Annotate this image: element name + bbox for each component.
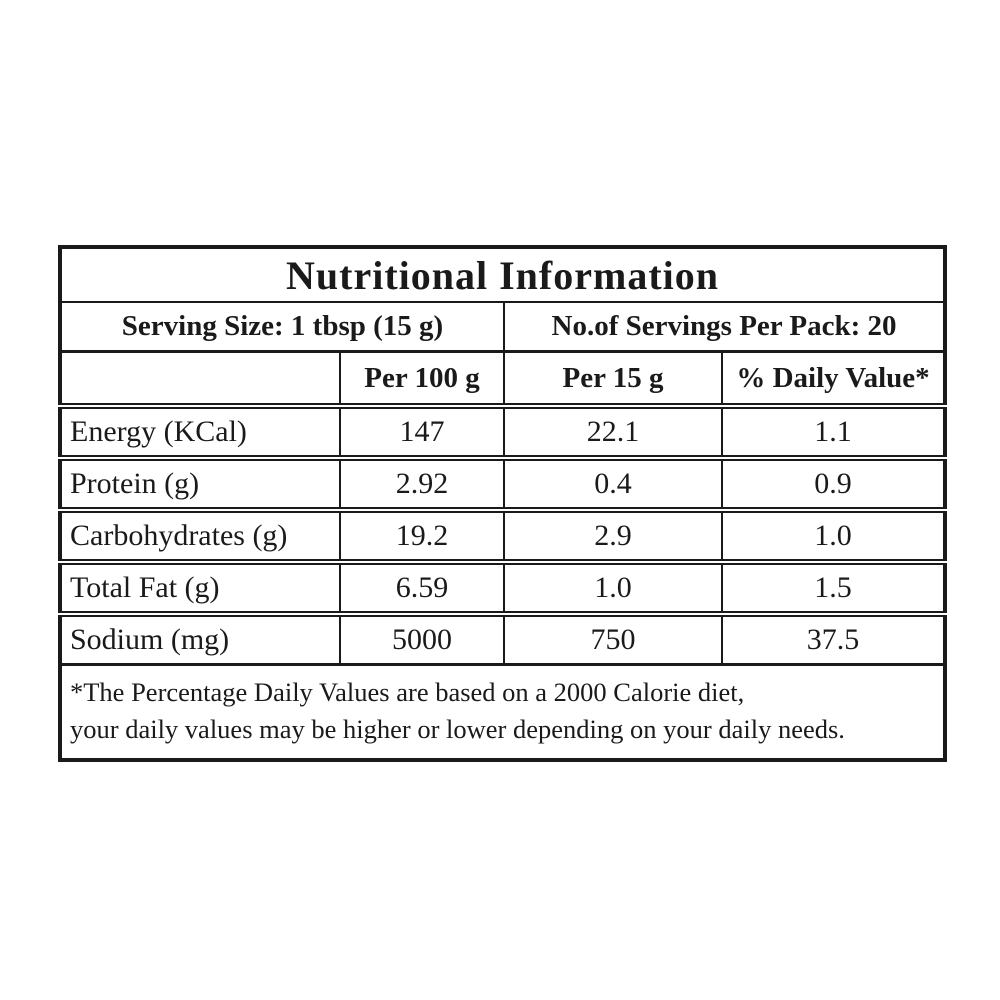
serving-size-label: Serving Size: 1 tbsp (15 g)	[60, 302, 504, 353]
column-header-row: Per 100 g Per 15 g % Daily Value*	[60, 351, 945, 409]
nutrition-label: Nutritional Information Serving Size: 1 …	[58, 245, 947, 762]
footnote-cell: *The Percentage Daily Values are based o…	[60, 665, 945, 761]
value-daily-value: 1.0	[721, 510, 945, 565]
value-daily-value: 1.5	[721, 562, 945, 617]
column-header-daily-value: % Daily Value*	[721, 351, 945, 409]
row-label: Energy (KCal)	[60, 406, 340, 461]
value-per-15g: 22.1	[503, 406, 722, 461]
serving-row: Serving Size: 1 tbsp (15 g) No.of Servin…	[60, 302, 945, 353]
row-label: Total Fat (g)	[60, 562, 340, 617]
nutrition-table: Nutritional Information Serving Size: 1 …	[58, 245, 947, 762]
table-row: Carbohydrates (g) 19.2 2.9 1.0	[60, 510, 945, 565]
page-title: Nutritional Information	[60, 247, 945, 303]
column-header-per-100g: Per 100 g	[339, 351, 504, 409]
value-daily-value: 37.5	[721, 614, 945, 666]
value-per-15g: 750	[503, 614, 722, 666]
footnote-line-2: your daily values may be higher or lower…	[70, 714, 845, 744]
row-label: Sodium (mg)	[60, 614, 340, 666]
column-header-blank	[60, 351, 340, 409]
value-per-15g: 2.9	[503, 510, 722, 565]
table-row: Energy (KCal) 147 22.1 1.1	[60, 406, 945, 461]
servings-per-pack-label: No.of Servings Per Pack: 20	[503, 302, 945, 353]
row-label: Protein (g)	[60, 458, 340, 513]
value-per-100g: 2.92	[339, 458, 504, 513]
row-label: Carbohydrates (g)	[60, 510, 340, 565]
value-per-100g: 6.59	[339, 562, 504, 617]
table-row: Protein (g) 2.92 0.4 0.9	[60, 458, 945, 513]
value-per-100g: 147	[339, 406, 504, 461]
table-row: Sodium (mg) 5000 750 37.5	[60, 614, 945, 666]
column-header-per-15g: Per 15 g	[503, 351, 722, 409]
value-daily-value: 0.9	[721, 458, 945, 513]
table-row: Total Fat (g) 6.59 1.0 1.5	[60, 562, 945, 617]
title-row: Nutritional Information	[60, 247, 945, 303]
footnote-row: *The Percentage Daily Values are based o…	[60, 665, 945, 761]
value-per-15g: 0.4	[503, 458, 722, 513]
value-per-100g: 5000	[339, 614, 504, 666]
value-per-15g: 1.0	[503, 562, 722, 617]
footnote-line-1: *The Percentage Daily Values are based o…	[70, 677, 745, 707]
value-daily-value: 1.1	[721, 406, 945, 461]
value-per-100g: 19.2	[339, 510, 504, 565]
